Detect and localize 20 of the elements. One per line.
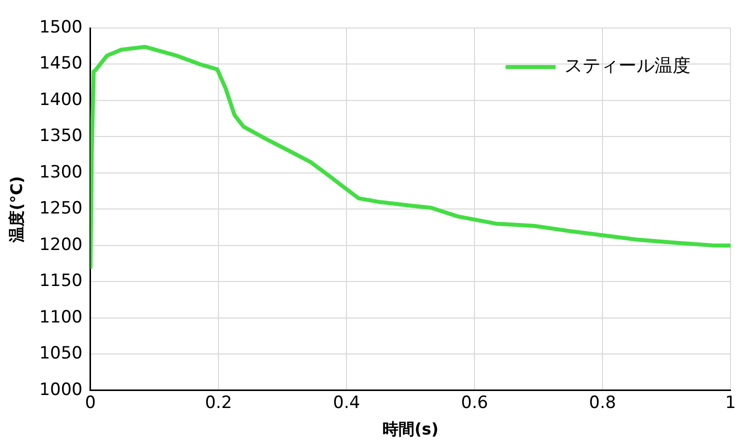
y-tick-label: 1250 — [39, 198, 82, 219]
y-axis-title: 温度(°C) — [6, 176, 26, 244]
y-tick-label: 1100 — [39, 307, 82, 328]
x-tick-label: 0 — [85, 393, 96, 414]
y-tick-label: 1150 — [39, 271, 82, 292]
x-tick-label: 0.8 — [589, 393, 616, 414]
x-axis-title: 時間(s) — [382, 420, 439, 439]
y-tick-label: 1400 — [39, 90, 82, 110]
y-tick-label: 1000 — [39, 380, 82, 400]
x-tick-label: 0.2 — [204, 393, 232, 414]
x-tick-label: 0.6 — [461, 393, 488, 414]
y-tick-label: 1050 — [39, 344, 82, 364]
x-tick-label: 0.4 — [332, 393, 360, 414]
y-tick-label: 1200 — [39, 234, 82, 255]
y-tick-label: 1300 — [39, 162, 82, 182]
y-tick-label: 1350 — [39, 126, 82, 146]
legend-label: スティール温度 — [564, 56, 691, 77]
y-tick-label: 1500 — [39, 17, 82, 38]
y-tick-label: 1450 — [39, 54, 82, 74]
x-tick-label: 1 — [725, 393, 736, 414]
